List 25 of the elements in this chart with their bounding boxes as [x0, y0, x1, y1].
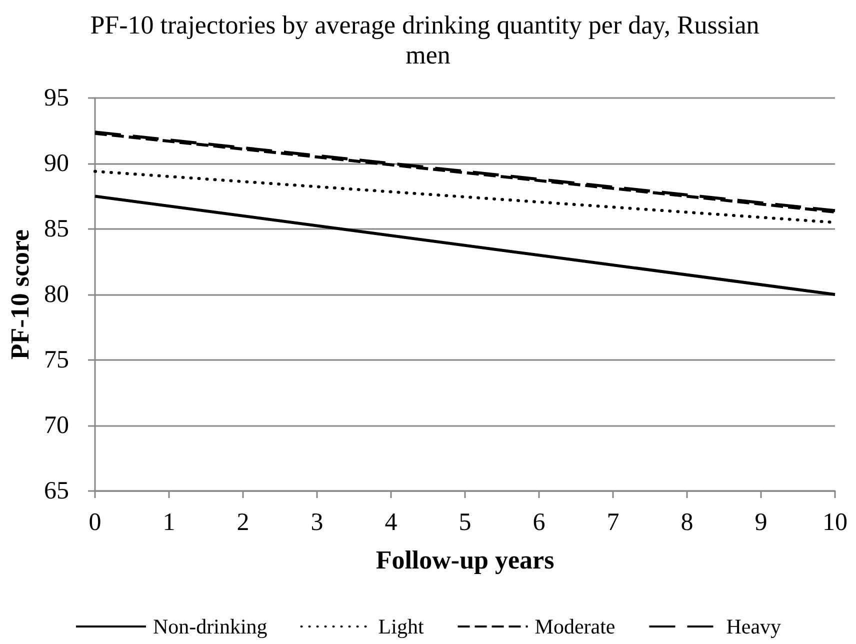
y-tick-label: 65	[44, 478, 69, 504]
y-tick-label: 80	[44, 281, 69, 308]
x-tick-label: 3	[310, 509, 324, 536]
legend-label: Non-drinking	[152, 614, 268, 638]
x-tick-label: 5	[458, 509, 472, 536]
y-tick-label: 85	[44, 216, 69, 242]
y-axis-title: PF-10 score	[6, 229, 35, 360]
legend-label: Light	[378, 614, 424, 638]
x-tick-label: 4	[384, 509, 398, 536]
x-tick-label: 8	[680, 509, 694, 536]
y-tick-label: 90	[44, 150, 69, 177]
x-tick-label: 10	[822, 509, 848, 536]
y-tick-label: 75	[44, 346, 69, 374]
legend-label: Heavy	[726, 614, 782, 638]
y-tick-label: 95	[44, 84, 69, 112]
x-tick-label: 7	[606, 509, 620, 536]
x-tick-label: 9	[754, 509, 768, 536]
x-axis-title: Follow-up years	[376, 546, 554, 574]
chart-title: PF-10 trajectories by average drinking quantity per day, Russian men	[90, 10, 766, 70]
x-tick-label: 6	[532, 509, 546, 536]
x-tick-label: 0	[88, 509, 102, 536]
x-tick-label: 1	[162, 509, 176, 536]
y-tick-label: 70	[44, 412, 69, 439]
x-tick-label: 2	[236, 509, 250, 536]
legend-label: Moderate	[534, 614, 616, 638]
